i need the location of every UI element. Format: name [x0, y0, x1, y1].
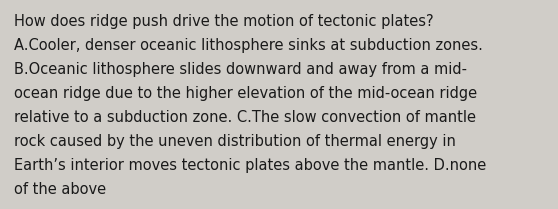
Text: A.Cooler, denser oceanic lithosphere sinks at subduction zones.: A.Cooler, denser oceanic lithosphere sin…: [14, 38, 483, 53]
Text: of the above: of the above: [14, 182, 106, 197]
Text: relative to a subduction zone. C.The slow convection of mantle: relative to a subduction zone. C.The slo…: [14, 110, 476, 125]
Text: rock caused by the uneven distribution of thermal energy in: rock caused by the uneven distribution o…: [14, 134, 456, 149]
Text: ocean ridge due to the higher elevation of the mid-ocean ridge: ocean ridge due to the higher elevation …: [14, 86, 477, 101]
Text: How does ridge push drive the motion of tectonic plates?: How does ridge push drive the motion of …: [14, 14, 434, 29]
Text: B.Oceanic lithosphere slides downward and away from a mid-: B.Oceanic lithosphere slides downward an…: [14, 62, 467, 77]
Text: Earth’s interior moves tectonic plates above the mantle. D.none: Earth’s interior moves tectonic plates a…: [14, 158, 486, 173]
